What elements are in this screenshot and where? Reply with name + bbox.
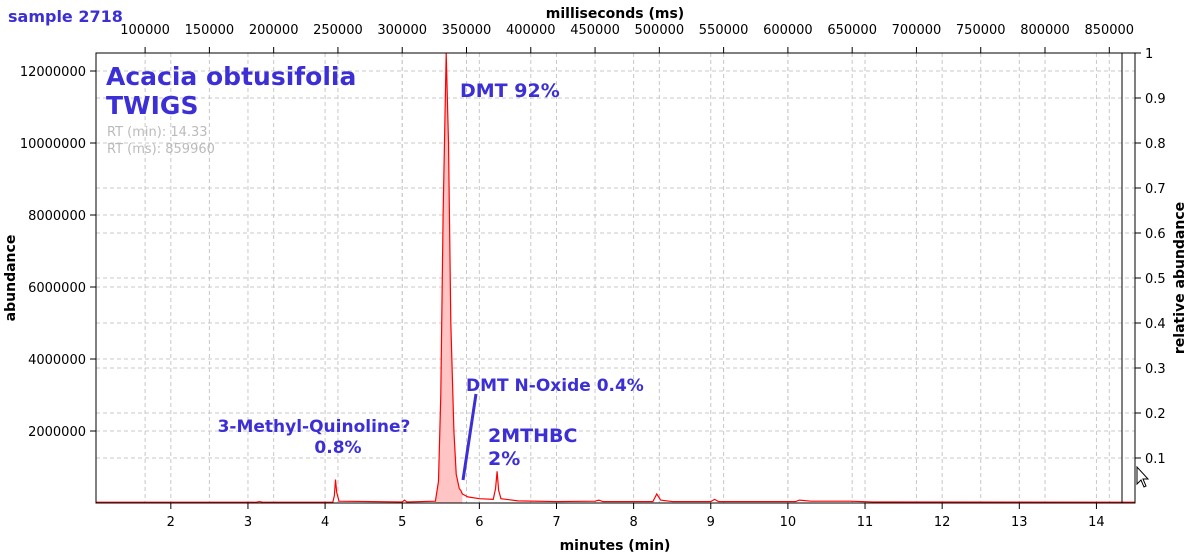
x2-tick-label: 650000 xyxy=(827,23,877,38)
annotation-pointer-line xyxy=(461,393,478,481)
x2-axis-label: milliseconds (ms) xyxy=(546,6,684,22)
x2-tick-label: 200000 xyxy=(249,23,299,38)
x2-tick-label: 350000 xyxy=(442,23,492,38)
x-tick-label: 6 xyxy=(475,515,483,530)
x-tick-label: 11 xyxy=(857,515,874,530)
annotation-3-methyl-quinoline-pct: 0.8% xyxy=(314,438,361,458)
x-tick-label: 12 xyxy=(934,515,951,530)
x2-tick-label: 100000 xyxy=(120,23,170,38)
x2-tick-label: 250000 xyxy=(313,23,363,38)
y-tick-label: 12000000 xyxy=(20,65,86,80)
y-tick-label: 2000000 xyxy=(28,425,86,440)
y2-tick-label: 0.3 xyxy=(1145,362,1166,377)
annotation-dmt-n-oxide: DMT N-Oxide 0.4% xyxy=(466,376,644,396)
y2-tick-label: 0.7 xyxy=(1145,182,1166,197)
y-tick-label: 8000000 xyxy=(28,209,86,224)
x2-tick-label: 550000 xyxy=(699,23,749,38)
x-tick-label: 9 xyxy=(707,515,715,530)
overlay-rt-ms: RT (ms): 859960 xyxy=(107,142,215,157)
x-axis-label: minutes (min) xyxy=(560,538,671,554)
x2-tick-label: 150000 xyxy=(185,23,235,38)
x2-tick-label: 600000 xyxy=(763,23,813,38)
annotation-3-methyl-quinoline: 3-Methyl-Quinoline? xyxy=(218,417,411,437)
annotation-dmt: DMT 92% xyxy=(460,80,560,102)
chart-subtitle: TWIGS xyxy=(106,91,198,120)
y2-tick-label: 0.2 xyxy=(1145,407,1166,422)
axis-ticks: 2 3 4 5 6 7 8 9 10 11 12 13 14 100000 150000 200000 2500… xyxy=(20,23,1166,530)
y2-tick-label: 0.1 xyxy=(1145,452,1166,467)
x2-tick-label: 750000 xyxy=(956,23,1006,38)
annotation-2mthbc-pct: 2% xyxy=(488,448,520,470)
x2-tick-label: 400000 xyxy=(506,23,556,38)
x-tick-label: 8 xyxy=(629,515,637,530)
annotation-2mthbc: 2MTHBC xyxy=(488,425,577,447)
mouse-cursor-icon xyxy=(1136,465,1150,488)
y2-tick-label: 0.9 xyxy=(1145,92,1166,107)
y2-tick-label: 1 xyxy=(1145,47,1153,62)
chart-title: Acacia obtusifolia xyxy=(106,62,356,91)
x-tick-label: 13 xyxy=(1011,515,1028,530)
y-axis-label: abundance xyxy=(3,235,19,322)
y-tick-label: 10000000 xyxy=(20,137,86,152)
y2-tick-label: 0.4 xyxy=(1145,317,1166,332)
sample-label: sample 2718 xyxy=(8,7,123,26)
y2-tick-label: 0.6 xyxy=(1145,227,1166,242)
x-tick-label: 10 xyxy=(780,515,797,530)
y2-axis-label: relative abundance xyxy=(1172,202,1188,354)
dmt-peak-fill xyxy=(435,53,463,503)
y-tick-label: 6000000 xyxy=(28,281,86,296)
x2-tick-label: 700000 xyxy=(892,23,942,38)
x-tick-label: 2 xyxy=(167,515,175,530)
chromatogram-trace xyxy=(96,52,1136,503)
x-tick-label: 7 xyxy=(552,515,560,530)
x-tick-label: 3 xyxy=(244,515,252,530)
x-tick-label: 5 xyxy=(398,515,406,530)
y-tick-label: 4000000 xyxy=(28,353,86,368)
y2-tick-label: 0.8 xyxy=(1145,137,1166,152)
y2-tick-label: 0.5 xyxy=(1145,272,1166,287)
x-tick-label: 14 xyxy=(1088,515,1105,530)
x2-tick-label: 850000 xyxy=(1084,23,1134,38)
plot-frame xyxy=(95,52,1136,504)
x2-tick-label: 300000 xyxy=(377,23,427,38)
x2-tick-label: 800000 xyxy=(1020,23,1070,38)
x2-tick-label: 450000 xyxy=(570,23,620,38)
x2-tick-label: 500000 xyxy=(635,23,685,38)
overlay-rt-min: RT (min): 14.33 xyxy=(107,125,208,140)
x-tick-label: 4 xyxy=(321,515,329,530)
